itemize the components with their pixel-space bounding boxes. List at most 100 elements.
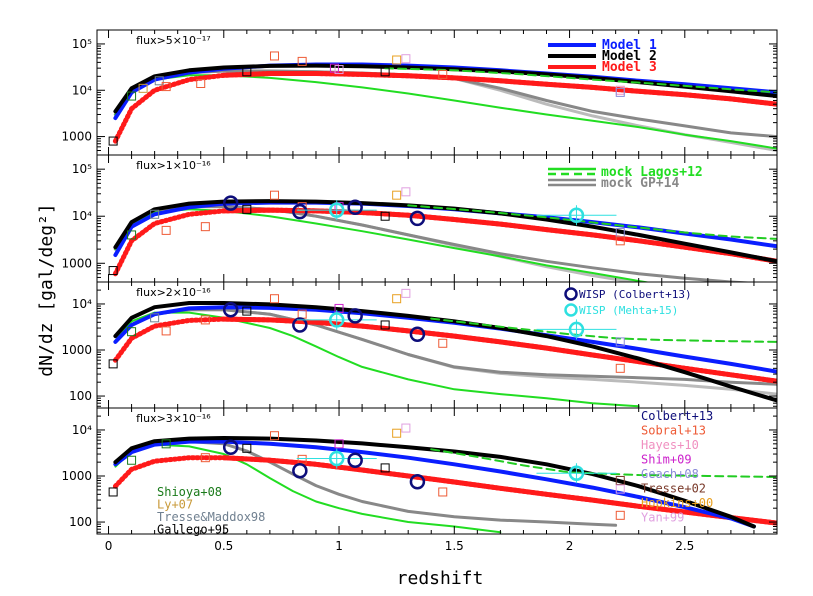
legend-marker-wisp bbox=[564, 303, 578, 317]
data-point-circle bbox=[292, 463, 308, 479]
data-point-square bbox=[334, 303, 344, 313]
data-point-square bbox=[161, 225, 171, 235]
legend-ref-left: Tresse&Maddox98 bbox=[157, 510, 265, 524]
data-point-circle bbox=[347, 199, 363, 216]
legend-label-wisp: WISP (Colbert+13) bbox=[579, 288, 692, 301]
series-line-model3 bbox=[221, 455, 777, 526]
data-point-square bbox=[615, 363, 625, 373]
legend-ref-right: Colbert+13 bbox=[641, 409, 713, 423]
data-point-circle bbox=[222, 301, 239, 318]
data-point-square bbox=[108, 487, 118, 497]
series-line-model2 bbox=[113, 436, 756, 529]
series-line-model2 bbox=[113, 63, 777, 114]
data-point-square bbox=[380, 67, 390, 77]
series-line-model2-dashed bbox=[407, 204, 777, 240]
legend-ref-right: Geach+08 bbox=[641, 467, 699, 481]
series-line-model1 bbox=[113, 439, 756, 529]
y-tick-label: 1000 bbox=[61, 469, 92, 483]
data-point-square bbox=[297, 56, 307, 66]
data-point-square bbox=[615, 87, 625, 97]
data-point-square bbox=[615, 484, 625, 494]
legend-label-mock: mock Lagos+12 bbox=[601, 165, 703, 180]
series-line-model3 bbox=[221, 207, 777, 264]
panel-frame bbox=[96, 407, 778, 535]
legend-label-model: Model 1 bbox=[602, 38, 657, 53]
panel-flux-label: flux>1×10⁻¹⁶ bbox=[136, 159, 211, 172]
data-point-square bbox=[297, 309, 307, 319]
panel-plot-area bbox=[108, 423, 777, 534]
series-line-model3 bbox=[221, 71, 777, 107]
data-point-square bbox=[242, 443, 252, 453]
y-tick-label: 1000 bbox=[61, 130, 92, 144]
legend-ref-right: Hayes+10 bbox=[641, 438, 699, 452]
data-point-square bbox=[200, 315, 210, 325]
data-point-square bbox=[615, 475, 625, 485]
series-line-model2 bbox=[113, 301, 777, 403]
data-point-square bbox=[127, 455, 137, 465]
y-tick-label: 100 bbox=[69, 515, 92, 529]
data-point-square bbox=[401, 288, 411, 298]
data-point-square bbox=[438, 338, 448, 348]
data-point-circle bbox=[222, 439, 239, 456]
data-point-square bbox=[392, 190, 402, 200]
series-line-model2-dashed bbox=[430, 317, 777, 343]
data-point-square bbox=[127, 327, 137, 337]
data-point-circle bbox=[568, 321, 585, 338]
x-tick-label: 0 bbox=[105, 539, 113, 553]
panels-layer: 1000 10⁴ 10⁵ flux>5×10⁻¹⁷ 1000 10⁴ 10⁵ flux>1×1… bbox=[61, 29, 778, 535]
data-point-square bbox=[161, 82, 171, 92]
data-point-square bbox=[269, 190, 279, 200]
data-point-square bbox=[334, 439, 344, 449]
data-point-square bbox=[615, 510, 625, 520]
data-point-square bbox=[269, 294, 279, 304]
data-point-circle bbox=[409, 474, 426, 490]
data-point-square bbox=[269, 431, 279, 441]
y-tick-label: 100 bbox=[69, 389, 92, 403]
data-point-square bbox=[334, 65, 344, 75]
data-point-square bbox=[150, 313, 160, 323]
series-line-model3 bbox=[221, 316, 777, 384]
legend-ref-left: Gallego+95 bbox=[157, 523, 229, 537]
y-tick-label: 1000 bbox=[61, 343, 92, 357]
panel-3: 100 1000 10⁴ flux>2×10⁻¹⁶ bbox=[61, 281, 778, 409]
panel-plot-area bbox=[108, 288, 777, 408]
panel-flux-label: flux>3×10⁻¹⁶ bbox=[136, 412, 211, 425]
data-point-square bbox=[242, 306, 252, 316]
panel-plot-area bbox=[108, 187, 777, 282]
legend-ref-right: Yan+99 bbox=[641, 511, 684, 525]
panel-4: 100 1000 10⁴ flux>3×10⁻¹⁶ bbox=[61, 407, 778, 535]
series-line-model2-dashed bbox=[384, 67, 777, 94]
data-point-circle bbox=[292, 317, 308, 333]
data-point-square bbox=[200, 453, 210, 463]
data-point-square bbox=[127, 91, 137, 101]
data-point-square bbox=[380, 320, 390, 330]
data-point-square bbox=[127, 230, 137, 240]
x-tick-label: 1.5 bbox=[445, 539, 464, 553]
data-point-square bbox=[401, 54, 411, 64]
data-point-square bbox=[401, 423, 411, 433]
data-point-square bbox=[615, 236, 625, 246]
legend-label-mock: mock GP+14 bbox=[601, 176, 679, 191]
data-point-circle bbox=[292, 203, 308, 220]
legend-marker-wisp bbox=[564, 287, 578, 301]
data-point-square bbox=[242, 204, 252, 214]
data-point-square bbox=[108, 136, 118, 146]
y-tick-label: 1000 bbox=[61, 256, 92, 270]
y-tick-label: 10⁴ bbox=[72, 209, 92, 223]
data-point-square bbox=[138, 83, 148, 93]
data-point-circle bbox=[328, 450, 345, 467]
data-point-circle bbox=[568, 207, 585, 223]
data-point-square bbox=[161, 326, 171, 336]
legend-label-wisp: WISP (Mehta+15) bbox=[579, 304, 678, 317]
legend-label-model: Model 3 bbox=[602, 60, 657, 75]
data-point-circle bbox=[328, 312, 345, 328]
data-point-square bbox=[438, 69, 448, 79]
x-tick-label: 2 bbox=[566, 539, 574, 553]
data-point-circle bbox=[222, 195, 239, 211]
legend-ref-left: Shioya+08 bbox=[157, 485, 222, 499]
x-tick-label: 1 bbox=[335, 539, 343, 553]
data-point-square bbox=[161, 439, 171, 449]
panel-1: 1000 10⁴ 10⁵ flux>5×10⁻¹⁷ bbox=[61, 29, 778, 156]
